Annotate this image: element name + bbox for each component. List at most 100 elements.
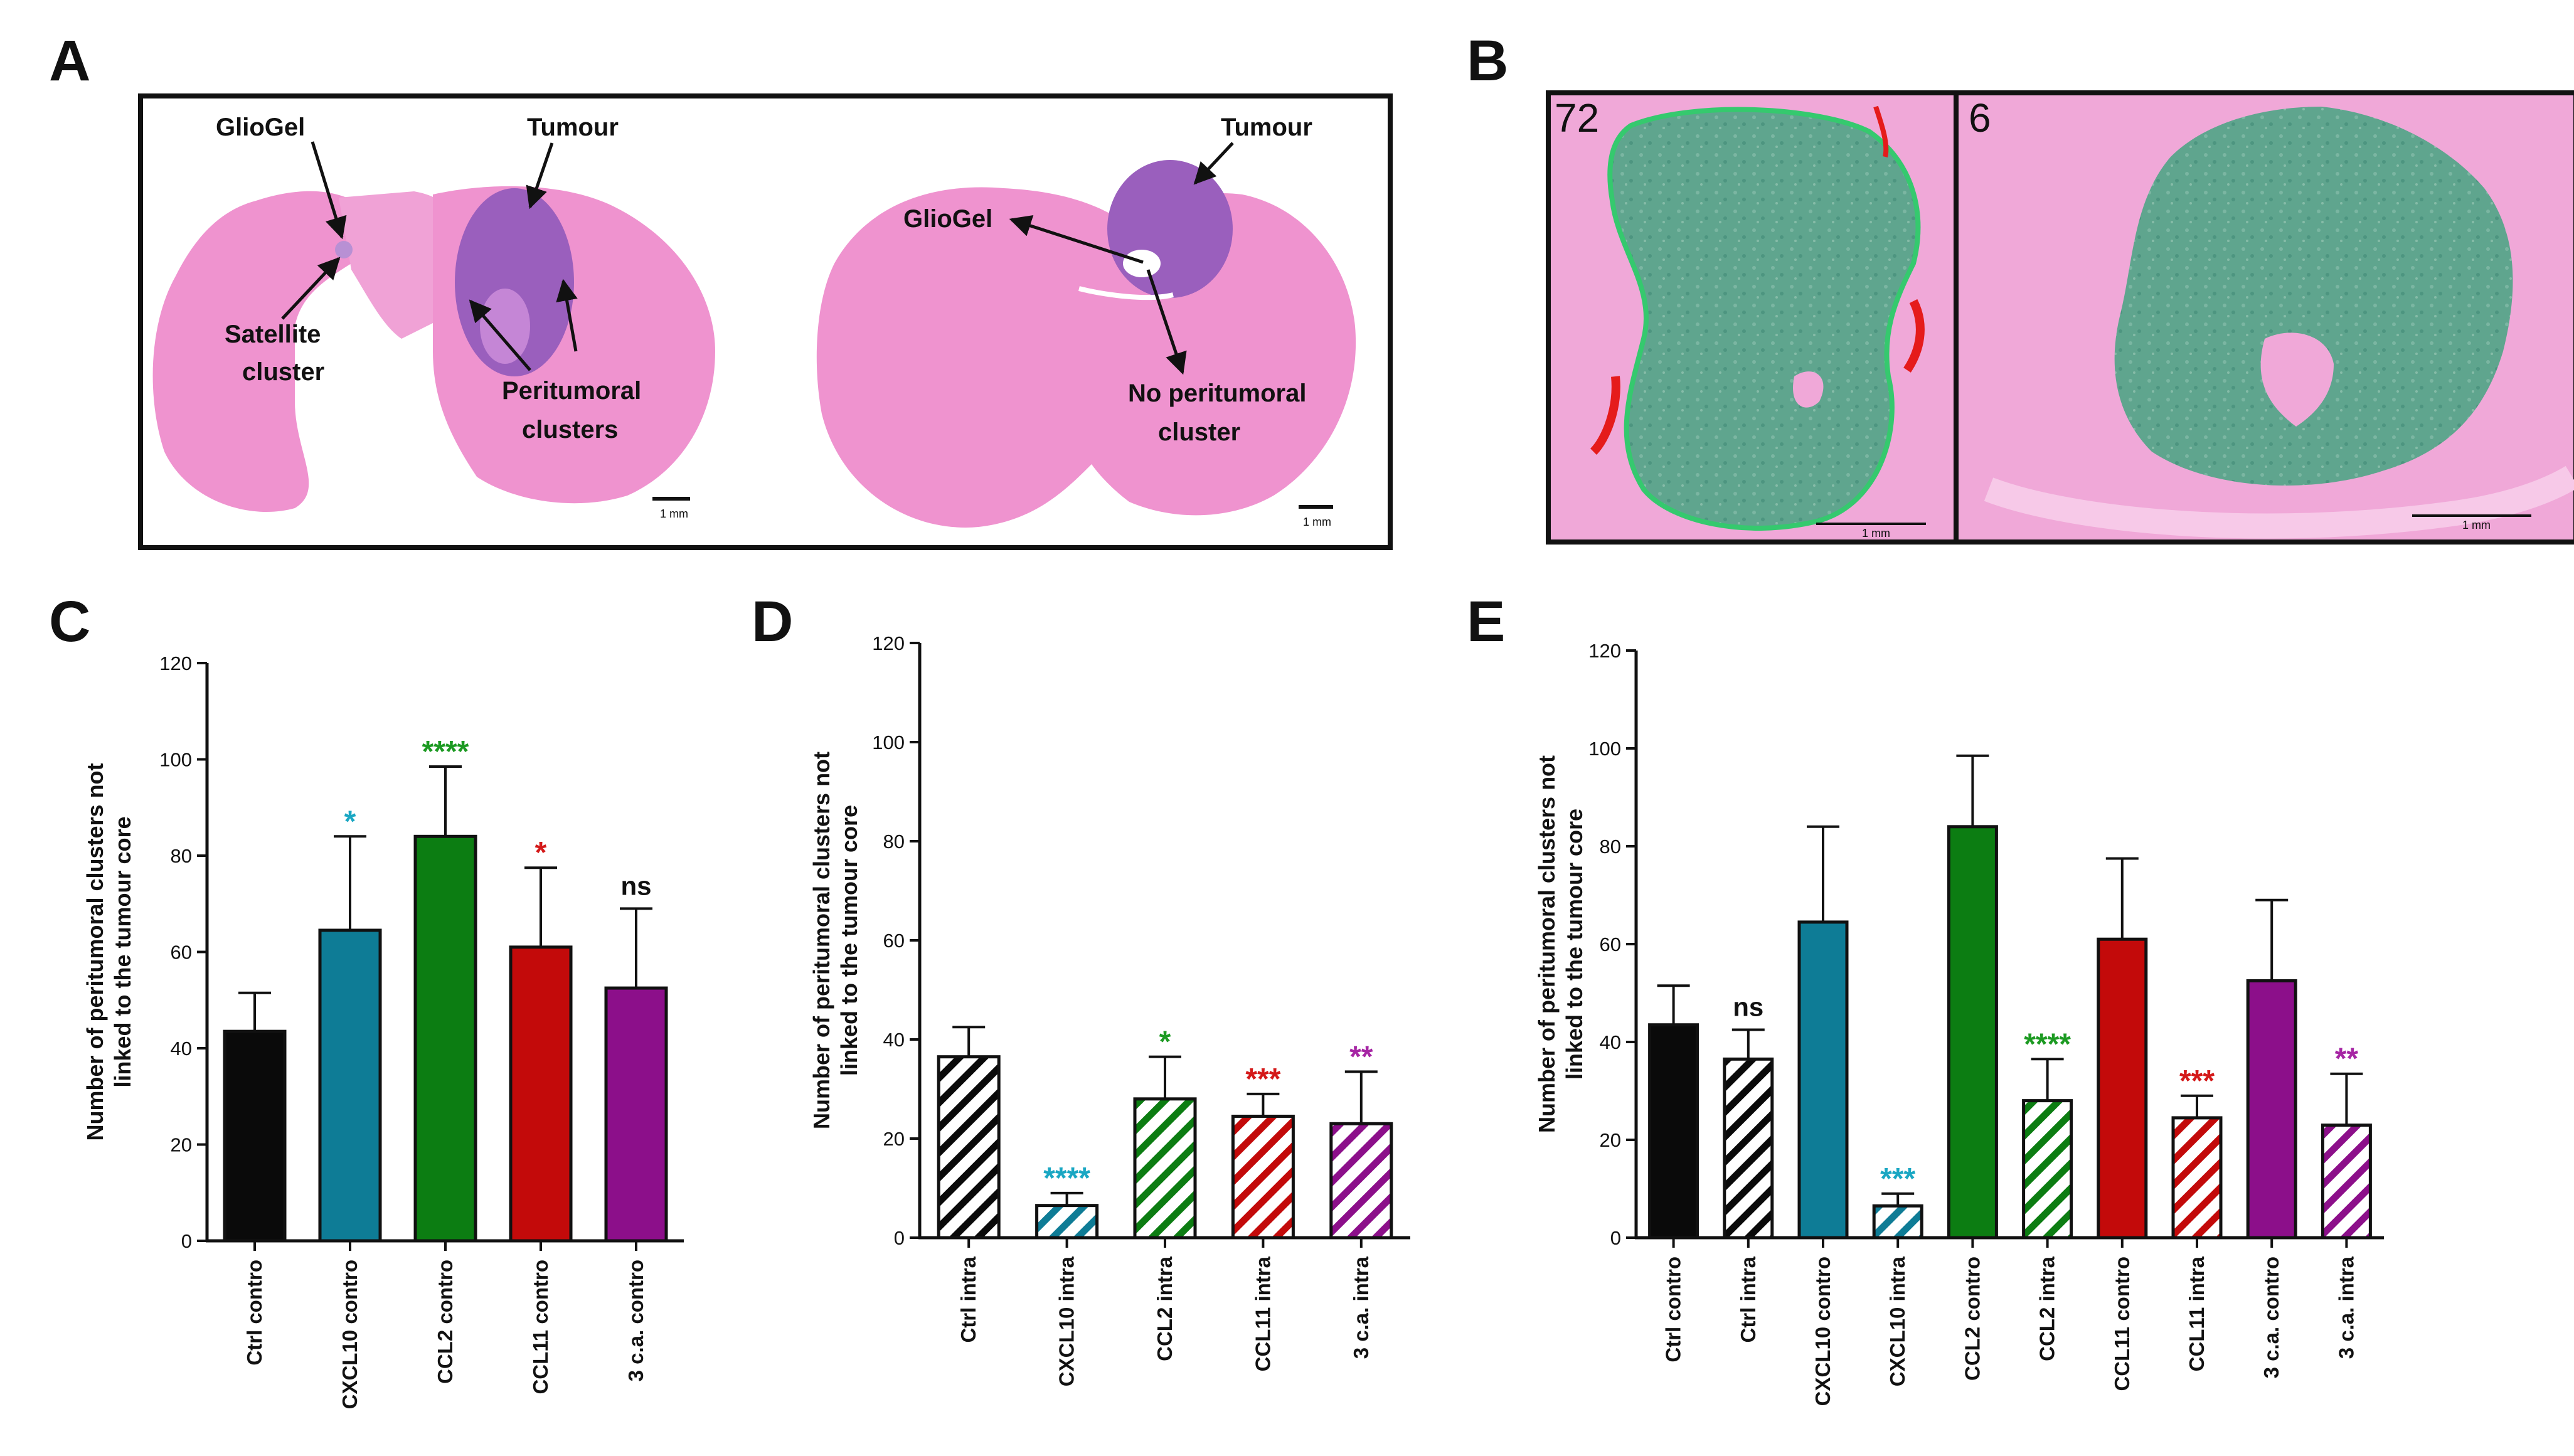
panel-label-d: D (752, 590, 793, 654)
gliogel-spot-left (335, 241, 353, 258)
chart-d: 0 20 40 60 80 100 120 Number of peritumoral clu… (809, 632, 1410, 1386)
x-tick-label: Ctrl intra (1736, 1256, 1760, 1342)
y-tick-label: 20 (883, 1128, 905, 1150)
gliogel-cavity-right (1123, 250, 1161, 277)
scale-text-left: 1 mm (660, 507, 688, 520)
y-tick-label: 20 (1600, 1129, 1621, 1151)
label-no-peri-line1: No peritumoral (1128, 380, 1306, 407)
bar-3-c-a-intra (1329, 1122, 1393, 1240)
bar-3-c-a-intra (2321, 1124, 2372, 1240)
significance-label: **** (422, 735, 469, 768)
y-tick-label: 40 (171, 1038, 192, 1060)
chart-c: 0 20 40 60 80 100 120 Number of peritumoral clu… (82, 652, 684, 1409)
arrow-tumour-left (526, 142, 554, 210)
chart-e: 0 20 40 60 80 100 120 Number of peritumoral clu… (1534, 640, 2384, 1406)
y-tick-label: 100 (1588, 738, 1621, 760)
label-6: 6 (1969, 95, 1991, 141)
y-axis-label-line1: Number of peritumoral clusters not (1534, 755, 1560, 1133)
x-tick-label: CCL11 intra (1251, 1256, 1274, 1371)
panel-label-a: A (49, 29, 90, 93)
x-tick-label: CCL11 intra (2185, 1256, 2208, 1371)
tumour-core-cavity (480, 289, 530, 364)
y-axis-label-line1: Number of peritumoral clusters not (809, 752, 834, 1129)
bar-ccl2-contro (413, 834, 477, 1243)
significance-label: ns (1733, 992, 1763, 1022)
panel-label-c: C (49, 590, 90, 654)
x-tick-label: Ctrl contro (243, 1260, 266, 1366)
tumour-mass-right (1107, 160, 1233, 298)
significance-label: **** (2024, 1028, 2071, 1061)
panel-label-e: E (1467, 590, 1505, 654)
significance-label: * (535, 836, 547, 869)
arrow-tumour-right (1193, 142, 1234, 185)
vessel-red-3 (1873, 105, 1889, 157)
bar-ctrl-contro (1648, 1023, 1699, 1240)
scale-text-right: 1 mm (1303, 516, 1331, 528)
label-gliogel-left: GlioGel (216, 114, 305, 141)
y-tick-label: 120 (872, 632, 905, 654)
y-tick-label: 40 (883, 1029, 905, 1051)
x-tick-label: Ctrl contro (1662, 1257, 1685, 1363)
label-72: 72 (1555, 95, 1599, 141)
brain-left-hemisphere-left (152, 191, 352, 512)
x-tick-label: CCL2 contro (1960, 1257, 1984, 1381)
x-tick-label: Ctrl intra (957, 1256, 980, 1342)
bar-ctrl-contro (223, 1029, 287, 1243)
label-satellite-line2: cluster (242, 358, 324, 386)
x-tick-label: 3 c.a. intra (1349, 1256, 1373, 1359)
bar-ctrl-intra (1723, 1057, 1774, 1240)
scale-text-b-left: 1 mm (1862, 527, 1890, 539)
x-tick-label: 3 c.a. intra (2334, 1256, 2358, 1359)
bar-ccl2-intra (2022, 1099, 2073, 1240)
y-tick-label: 80 (883, 831, 905, 853)
label-gliogel-right: GlioGel (903, 205, 992, 233)
y-axis-label-line1: Number of peritumoral clusters not (82, 763, 108, 1140)
bar-cxcl10-intra (1035, 1204, 1099, 1240)
arrow-gliogel-right (1009, 215, 1144, 264)
y-tick-label: 80 (171, 845, 192, 867)
tissue-crack (437, 513, 496, 531)
y-axis-label-line2: linked to the tumour core (836, 805, 862, 1076)
significance-label: * (344, 805, 356, 838)
significance-label: ** (2335, 1043, 2359, 1076)
y-tick-label: 0 (1610, 1227, 1621, 1249)
x-tick-label: CXCL10 intra (1886, 1256, 1909, 1386)
significance-label: ns (620, 871, 651, 900)
vessel-red-2 (1903, 299, 1925, 373)
significance-label: *** (1880, 1162, 1915, 1196)
significance-label: *** (1245, 1063, 1280, 1096)
cavity-6 (2260, 332, 2334, 427)
bar-ccl11-intra (2171, 1116, 2223, 1240)
significance-label: **** (1043, 1162, 1090, 1195)
label-peritumoral-line2: clusters (522, 416, 618, 444)
y-tick-label: 0 (894, 1227, 905, 1249)
bar-ctrl-intra (937, 1055, 1001, 1240)
arrow-peritumoral-a (469, 299, 531, 371)
scale-text-b-right: 1 mm (2462, 519, 2491, 531)
arrow-peritumoral-b (556, 279, 578, 352)
bar-cxcl10-contro (1797, 920, 1849, 1240)
x-tick-label: CXCL10 contro (338, 1260, 361, 1409)
label-tumour-left: Tumour (527, 114, 619, 141)
y-tick-label: 40 (1600, 1031, 1621, 1053)
label-no-peri-line2: cluster (1158, 418, 1240, 446)
y-tick-label: 60 (883, 930, 905, 952)
arrow-gliogel-left (311, 141, 347, 240)
significance-label: * (1159, 1026, 1171, 1059)
label-satellite-line1: Satellite (225, 321, 321, 348)
x-tick-label: CCL2 intra (1153, 1256, 1176, 1361)
y-tick-label: 120 (1588, 640, 1621, 662)
label-peritumoral-line1: Peritumoral (502, 377, 641, 405)
vessel-red-1 (1590, 376, 1620, 455)
bar-ccl11-contro (509, 945, 573, 1243)
x-tick-label: CCL2 contro (433, 1260, 457, 1384)
bar-cxcl10-intra (1872, 1204, 1923, 1240)
right-brain-section: 1 mm Tumour GlioGel No peritumoral clust… (816, 114, 1356, 528)
y-tick-label: 100 (872, 731, 905, 753)
y-tick-label: 60 (1600, 933, 1621, 955)
y-tick-label: 100 (159, 749, 192, 771)
tissue-crack-right (1078, 286, 1174, 300)
label-tumour-right: Tumour (1221, 114, 1312, 141)
x-tick-label: CXCL10 contro (1811, 1257, 1834, 1406)
